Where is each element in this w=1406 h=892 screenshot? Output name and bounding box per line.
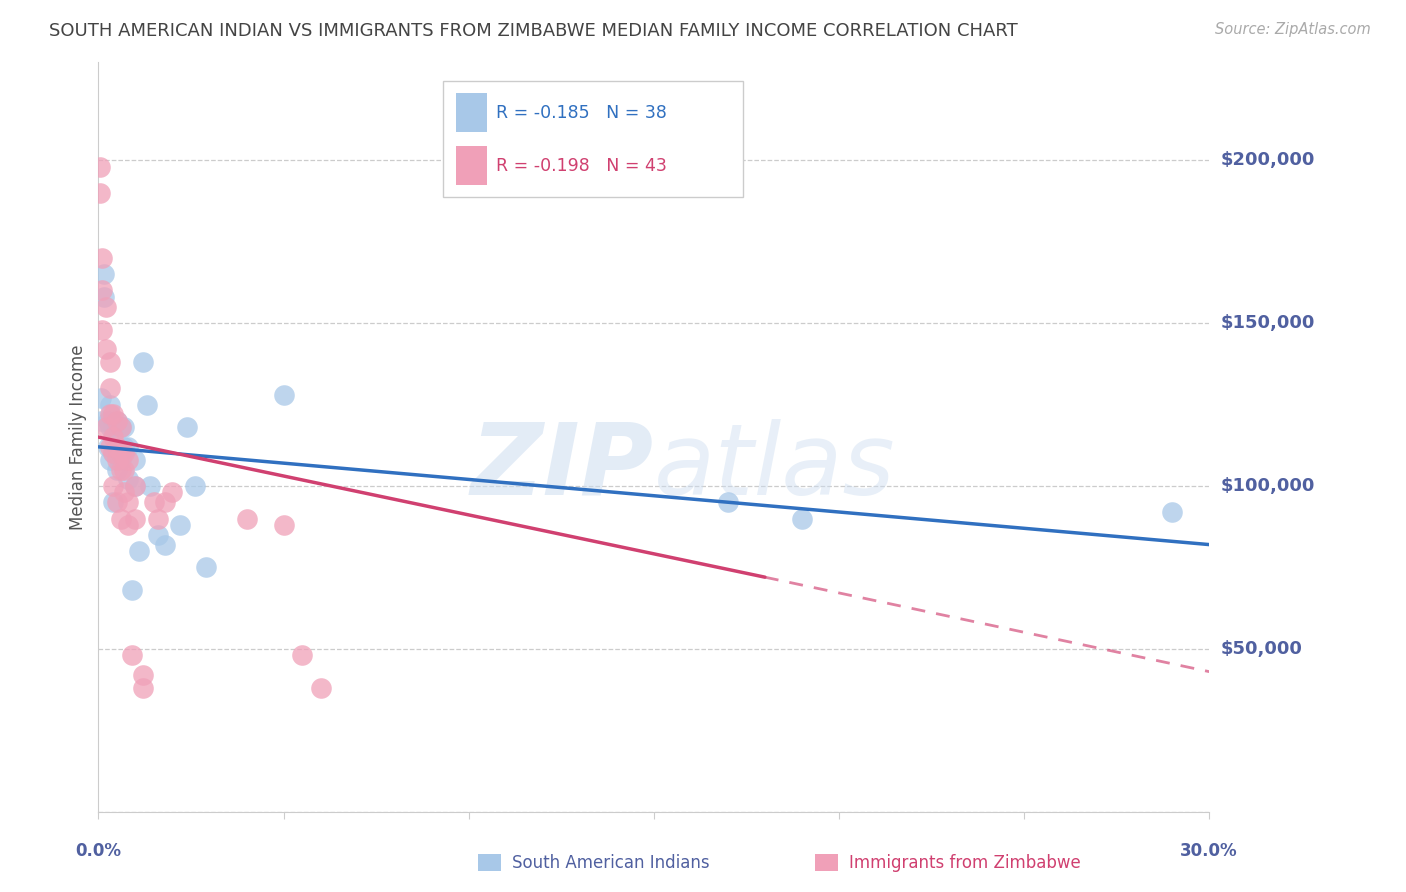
Point <box>105 453 128 467</box>
Point <box>98 355 121 369</box>
Text: $50,000: $50,000 <box>1220 640 1302 657</box>
Point <box>98 407 121 421</box>
Bar <box>456 93 488 132</box>
Point <box>117 440 139 454</box>
Point <box>117 518 139 533</box>
Point <box>90 391 112 405</box>
Point <box>117 453 139 467</box>
Point <box>183 479 205 493</box>
Point <box>103 407 125 421</box>
Point <box>89 160 111 174</box>
Point <box>162 485 184 500</box>
Point <box>110 446 132 460</box>
Point <box>790 511 813 525</box>
Text: $100,000: $100,000 <box>1220 477 1315 495</box>
Point <box>98 381 121 395</box>
Point <box>110 463 132 477</box>
Point <box>139 479 162 493</box>
Point <box>103 479 125 493</box>
Point <box>98 440 121 454</box>
Point <box>94 342 117 356</box>
Text: SOUTH AMERICAN INDIAN VS IMMIGRANTS FROM ZIMBABWE MEDIAN FAMILY INCOME CORRELATI: SOUTH AMERICAN INDIAN VS IMMIGRANTS FROM… <box>49 22 1018 40</box>
Point <box>121 583 143 598</box>
Point <box>717 495 740 509</box>
Point <box>110 420 132 434</box>
Point <box>146 511 169 525</box>
Text: South American Indians: South American Indians <box>512 854 710 871</box>
Text: 0.0%: 0.0% <box>76 842 121 860</box>
Point <box>105 495 128 509</box>
Text: R = -0.198   N = 43: R = -0.198 N = 43 <box>496 157 666 175</box>
Text: Source: ZipAtlas.com: Source: ZipAtlas.com <box>1215 22 1371 37</box>
Point <box>135 397 157 411</box>
Point <box>112 440 135 454</box>
Point <box>91 251 114 265</box>
Point <box>105 440 128 454</box>
Point <box>97 414 120 428</box>
Point <box>132 681 155 695</box>
Point <box>105 463 128 477</box>
Point <box>153 538 176 552</box>
Point <box>1161 505 1184 519</box>
Point <box>124 479 146 493</box>
Text: $150,000: $150,000 <box>1220 314 1315 332</box>
Point <box>110 511 132 525</box>
Point <box>103 495 125 509</box>
Point <box>90 414 112 428</box>
Point <box>98 453 121 467</box>
Point <box>94 420 117 434</box>
Point <box>121 648 143 663</box>
Bar <box>443 81 742 197</box>
Text: ZIP: ZIP <box>471 418 654 516</box>
Bar <box>456 146 488 186</box>
Text: atlas: atlas <box>654 418 896 516</box>
Point <box>124 479 146 493</box>
Point <box>103 430 125 444</box>
Point <box>105 440 128 454</box>
Point <box>105 414 128 428</box>
Point <box>128 544 150 558</box>
Text: $200,000: $200,000 <box>1220 151 1315 169</box>
Point <box>124 511 146 525</box>
Point <box>103 446 125 460</box>
Point <box>143 495 166 509</box>
Point <box>309 681 332 695</box>
Point <box>117 472 139 486</box>
Point <box>112 485 135 500</box>
Point <box>132 355 155 369</box>
Point <box>94 300 117 314</box>
Text: Immigrants from Zimbabwe: Immigrants from Zimbabwe <box>849 854 1081 871</box>
Point <box>97 440 120 454</box>
Point <box>98 420 121 434</box>
Point <box>146 528 169 542</box>
Point <box>153 495 176 509</box>
Point <box>110 420 132 434</box>
Point <box>117 495 139 509</box>
Point <box>93 267 115 281</box>
Point <box>169 518 191 533</box>
Point <box>194 560 217 574</box>
Point <box>110 453 132 467</box>
Point <box>273 388 295 402</box>
Point <box>132 668 155 682</box>
Point <box>103 420 125 434</box>
Point <box>291 648 314 663</box>
Point <box>103 446 125 460</box>
Point <box>235 511 257 525</box>
Text: R = -0.185   N = 38: R = -0.185 N = 38 <box>496 103 666 121</box>
Point <box>124 453 146 467</box>
Point <box>91 322 114 336</box>
Point <box>112 446 135 460</box>
Point <box>105 414 128 428</box>
Point <box>93 290 115 304</box>
Text: 30.0%: 30.0% <box>1181 842 1237 860</box>
Point <box>273 518 295 533</box>
Point <box>91 284 114 298</box>
Point <box>112 420 135 434</box>
Y-axis label: Median Family Income: Median Family Income <box>69 344 87 530</box>
Point <box>176 420 198 434</box>
Point <box>98 397 121 411</box>
Point <box>89 186 111 200</box>
Point <box>112 463 135 477</box>
